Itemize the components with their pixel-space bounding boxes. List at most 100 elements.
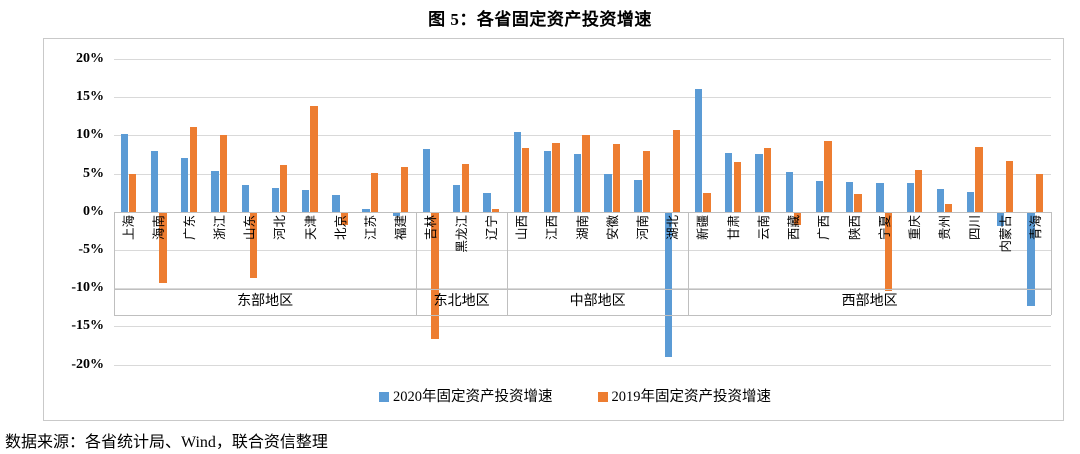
- y-gridline: [114, 211, 1051, 213]
- x-axis-label-海南: 海南: [152, 215, 167, 241]
- bar-2019-江西: [552, 142, 560, 212]
- x-axis-label-广西: 广西: [817, 215, 832, 241]
- y-axis-tick-label: 15%: [76, 89, 104, 105]
- x-axis-label-河南: 河南: [636, 215, 650, 241]
- x-axis-label-山东: 山东: [243, 215, 257, 241]
- bar-2019-海南: [159, 212, 167, 283]
- y-axis-tick-label: 0%: [83, 203, 104, 219]
- bar-2020-内蒙古: [997, 212, 1005, 226]
- bar-2019-福建: [401, 166, 409, 212]
- bar-2019-四川: [975, 146, 983, 212]
- x-axis-label-吉林: 吉林: [424, 215, 439, 241]
- region-label-东北地区: 东北地区: [433, 294, 490, 309]
- bar-2019-内蒙古: [1005, 160, 1013, 212]
- bar-2019-江苏: [370, 172, 379, 212]
- y-gridline: [114, 326, 1051, 328]
- bar-2019-湖北: [673, 130, 681, 212]
- legend: 2020年固定资产投资增速 2019年固定资产投资增速: [379, 389, 771, 405]
- x-axis-label-四川: 四川: [968, 215, 983, 241]
- x-axis-label-黑龙江: 黑龙江: [454, 215, 469, 253]
- legend-swatch-2019: [597, 392, 608, 402]
- bar-2020-江西: [543, 150, 552, 212]
- bar-2019-安徽: [612, 143, 620, 212]
- x-axis-label-辽宁: 辽宁: [484, 215, 499, 241]
- bar-2020-天津: [302, 189, 310, 212]
- y-axis-tick-label: 10%: [76, 127, 104, 143]
- legend-label-2019: 2019年固定资产投资增速: [611, 389, 772, 405]
- bar-2019-山东: [249, 212, 258, 279]
- bar-2019-云南: [763, 147, 772, 212]
- bar-2019-河南: [642, 151, 651, 212]
- bar-2020-广东: [181, 157, 189, 212]
- bar-2019-广东: [189, 126, 197, 212]
- bar-2020-吉林: [422, 149, 431, 212]
- bar-2020-安徽: [604, 173, 612, 212]
- bar-2020-浙江: [211, 171, 219, 212]
- region-divider: [506, 211, 508, 315]
- bar-2020-河南: [634, 180, 642, 212]
- x-axis-label-浙江: 浙江: [212, 215, 227, 241]
- y-gridline: [114, 97, 1051, 99]
- bar-2020-海南: [150, 151, 159, 212]
- bar-2019-西藏: [794, 212, 802, 225]
- x-axis-label-北京: 北京: [333, 215, 348, 241]
- bar-2019-宁夏: [884, 212, 892, 291]
- region-band-top-line: [114, 289, 1051, 290]
- x-axis-label-贵州: 贵州: [938, 215, 953, 241]
- bar-2020-西藏: [785, 172, 793, 212]
- region-label-中部地区: 中部地区: [569, 294, 626, 309]
- bar-2019-辽宁: [491, 208, 500, 212]
- bar-2019-山西: [521, 148, 530, 212]
- bar-2020-辽宁: [483, 192, 491, 212]
- x-axis-label-宁夏: 宁夏: [877, 215, 892, 241]
- bar-2020-河北: [271, 188, 280, 212]
- bar-2020-新疆: [694, 88, 703, 212]
- legend-label-2020: 2020年固定资产投资增速: [393, 389, 553, 405]
- y-gridline: [114, 288, 1051, 290]
- x-axis-label-河北: 河北: [273, 215, 288, 241]
- region-label-东部地区: 东部地区: [237, 294, 294, 309]
- region-band-bottom-line: [114, 315, 1051, 316]
- y-gridline: [114, 249, 1051, 251]
- y-gridline: [114, 364, 1051, 366]
- bar-2019-黑龙江: [461, 164, 469, 212]
- bar-2019-青海: [1035, 174, 1044, 212]
- bar-2020-宁夏: [876, 182, 884, 212]
- y-axis-tick-label: -15%: [71, 318, 104, 334]
- x-axis-label-甘肃: 甘肃: [726, 215, 741, 241]
- legend-swatch-2020: [379, 392, 389, 402]
- region-divider: [1051, 211, 1052, 315]
- bar-2019-甘肃: [733, 162, 741, 212]
- bar-2019-上海: [129, 173, 137, 212]
- bar-2020-陕西: [846, 181, 854, 212]
- y-axis-tick-label: 5%: [83, 165, 104, 181]
- x-axis-label-福建: 福建: [394, 215, 409, 241]
- bar-2020-湖南: [574, 154, 582, 212]
- bar-2019-陕西: [854, 194, 862, 212]
- source-note: 数据来源：各省统计局、Wind，联合资信整理: [5, 434, 328, 451]
- x-axis-label-云南: 云南: [756, 215, 771, 241]
- bar-2019-广西: [824, 140, 832, 212]
- bar-2020-湖北: [664, 212, 673, 358]
- x-axis-label-新疆: 新疆: [696, 215, 711, 241]
- bar-2020-山东: [241, 185, 249, 212]
- bar-2019-重庆: [914, 169, 923, 212]
- x-axis-label-上海: 上海: [122, 215, 137, 241]
- x-axis-label-陕西: 陕西: [847, 215, 862, 241]
- x-axis-label-内蒙古: 内蒙古: [998, 215, 1013, 253]
- x-axis-label-广东: 广东: [182, 215, 197, 241]
- bar-2019-吉林: [431, 212, 439, 339]
- legend-item-2020: 2020年固定资产投资增速: [379, 389, 553, 405]
- bar-2020-贵州: [936, 188, 945, 212]
- x-axis-label-天津: 天津: [303, 215, 318, 241]
- bar-2020-青海: [1027, 212, 1035, 306]
- bar-2020-山西: [513, 132, 521, 212]
- x-axis-label-安徽: 安徽: [605, 215, 620, 241]
- bar-2020-北京: [332, 194, 340, 212]
- bar-2020-重庆: [906, 183, 914, 212]
- bar-2020-甘肃: [725, 152, 733, 212]
- bar-2020-云南: [755, 153, 763, 212]
- chart-area: 20% 15% 10% 5% 0% -5% -10% -15% -20% 上海 海南 广东 浙江 山东 河北…: [43, 38, 1064, 421]
- x-axis-label-西藏: 西藏: [787, 215, 802, 241]
- bar-2019-新疆: [703, 193, 711, 212]
